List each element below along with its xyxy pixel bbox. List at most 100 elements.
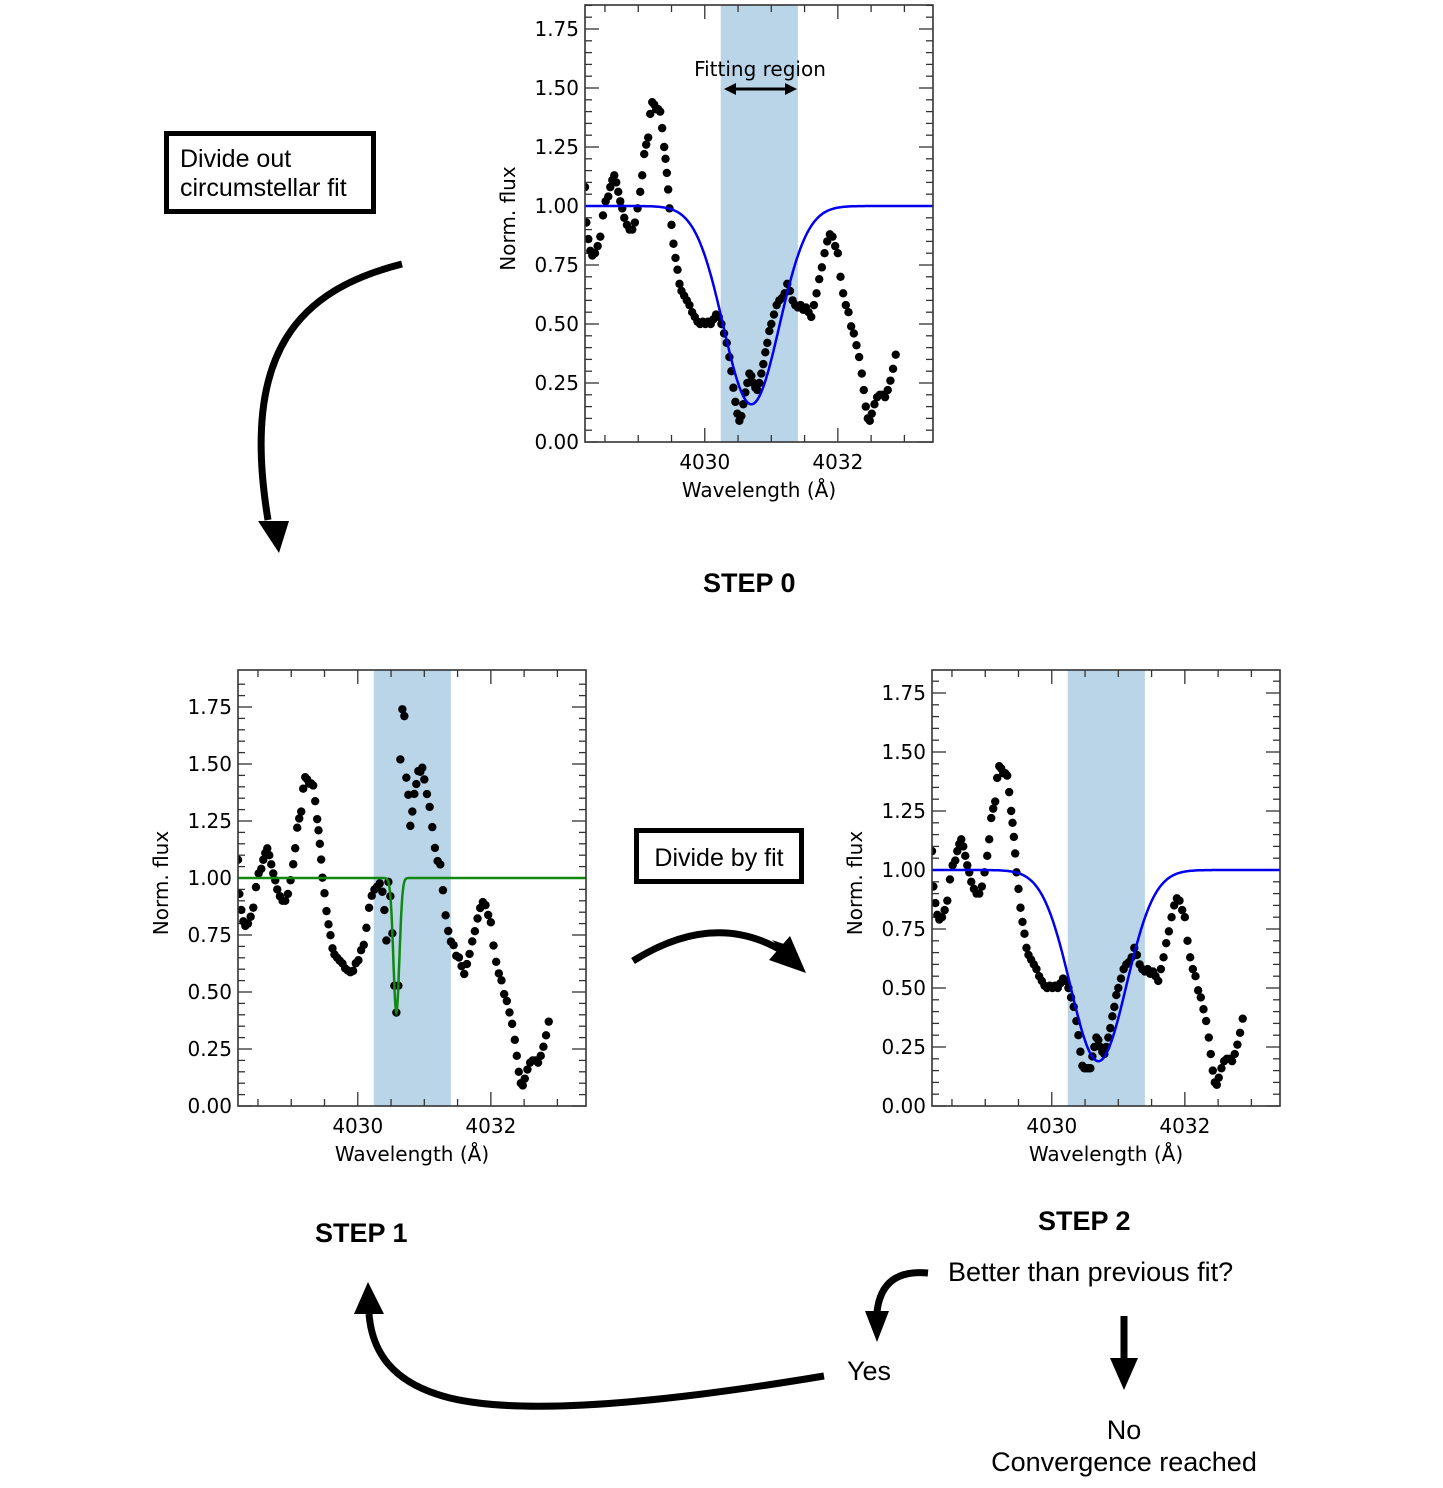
arrow-to-yes (873, 1269, 929, 1313)
arrow-step0-to-step1 (257, 260, 403, 521)
data-point (269, 869, 278, 878)
y-tick-label: 1.25 (881, 799, 926, 823)
data-point (630, 218, 640, 227)
data-point (1006, 806, 1016, 816)
data-point (610, 171, 619, 180)
data-point (880, 392, 890, 402)
data-point (539, 1042, 548, 1051)
data-point (322, 906, 331, 916)
divide-out-line1: Divide out (180, 145, 292, 173)
data-point (865, 416, 874, 425)
data-point (1208, 1066, 1217, 1075)
data-point (402, 773, 411, 782)
data-point (533, 1058, 543, 1067)
data-point (1183, 936, 1192, 945)
data-point (375, 879, 384, 888)
x-tick-label: 4030 (679, 450, 730, 474)
data-point (886, 376, 895, 385)
data-point (359, 940, 368, 950)
data-point (1002, 771, 1012, 780)
data-point (830, 241, 840, 251)
data-point (857, 369, 867, 378)
data-point (418, 763, 427, 772)
data-point (747, 371, 756, 381)
data-point (362, 923, 371, 933)
chart-step1: 0.00 0.25 0.50 0.75 1.00 1.25 1.50 1.75 4030 4032… (149, 669, 587, 1166)
data-point (380, 905, 389, 915)
data-point (671, 253, 680, 263)
data-point (585, 218, 591, 227)
data-point (757, 369, 766, 378)
data-point (596, 232, 605, 241)
decision-no: No (1106, 1415, 1142, 1445)
data-point (854, 352, 864, 362)
data-point (299, 784, 308, 793)
data-point (1196, 993, 1206, 1002)
data-point (809, 300, 819, 310)
divide-out-line2: circumstellar fit (180, 174, 347, 202)
data-point (1193, 986, 1203, 995)
y-tick-label: 0.75 (187, 923, 232, 947)
data-point (953, 846, 962, 856)
data-point (449, 940, 458, 950)
data-point (959, 842, 968, 851)
data-point (400, 711, 409, 721)
data-point (283, 889, 293, 899)
data-point (273, 885, 282, 894)
y-tick-label: 0.50 (881, 976, 926, 1000)
axes-frame (931, 669, 1281, 1107)
step-0-label: STEP 0 (703, 568, 796, 598)
data-point (663, 185, 673, 194)
data-point (438, 886, 448, 895)
data-point (807, 312, 816, 322)
data-point (932, 882, 938, 891)
data-point (398, 705, 407, 714)
data-point (541, 1031, 551, 1040)
data-point (297, 807, 306, 816)
data-point (281, 896, 290, 905)
data-point (465, 949, 474, 959)
data-point (1090, 1042, 1099, 1052)
data-point (408, 807, 417, 816)
data-point (828, 232, 837, 241)
data-point (963, 861, 972, 870)
data-point (616, 197, 625, 206)
data-point (348, 966, 358, 976)
data-point (406, 821, 415, 831)
x-tick-label: 4032 (465, 1114, 516, 1138)
data-point (265, 850, 274, 860)
y-tick-label: 1.00 (881, 858, 926, 882)
fitting-region-annotation: Fitting region (694, 57, 826, 81)
data-point (861, 402, 870, 411)
data-point (251, 882, 261, 892)
data-point (470, 927, 480, 936)
data-point (1159, 953, 1168, 962)
y-tick-label: 1.25 (187, 809, 232, 833)
data-point (491, 957, 501, 967)
data-point (731, 397, 740, 407)
data-point (249, 903, 258, 912)
data-point (310, 796, 320, 806)
data-point (612, 178, 621, 187)
step-2-label: STEP 2 (1038, 1206, 1131, 1236)
y-tick-label: 0.50 (534, 312, 579, 336)
data-point (1008, 818, 1017, 827)
data-point (1227, 1056, 1237, 1066)
data-point (412, 779, 421, 789)
data-point (642, 140, 651, 149)
data-point (507, 1019, 517, 1029)
y-tick-label: 0.75 (534, 253, 579, 277)
data-point (883, 385, 892, 395)
data-point (1116, 974, 1126, 983)
y-tick-label: 0.50 (187, 980, 232, 1004)
arrowhead-up-icon (354, 1282, 384, 1314)
data-point (462, 959, 472, 969)
data-point (324, 920, 333, 929)
data-point (1004, 787, 1014, 797)
data-point (1106, 1023, 1115, 1033)
data-point (425, 802, 434, 812)
data-point (743, 378, 752, 388)
data-point (238, 905, 246, 915)
data-point (1185, 953, 1195, 962)
data-point (940, 905, 949, 915)
